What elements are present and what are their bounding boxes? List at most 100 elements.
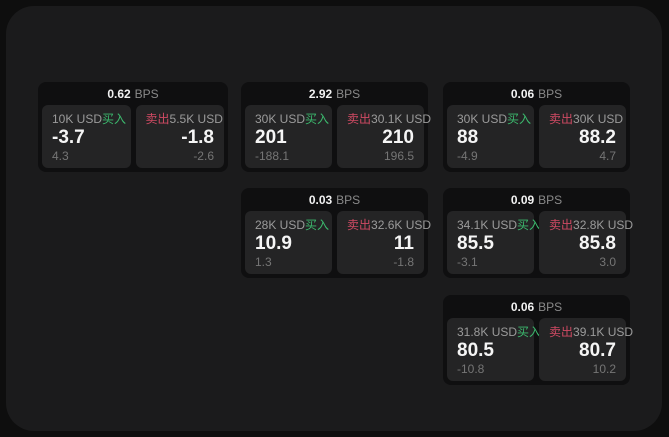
buy-price: 85.5 xyxy=(457,233,494,254)
buy-amount-label: 28K USD xyxy=(255,218,306,232)
bps-unit-label: BPS xyxy=(336,192,361,207)
buy-delta: -188.1 xyxy=(255,149,290,163)
card-body: 34.1K USD 买入 85.5 -3.1 卖出 32.8K USD 85.8… xyxy=(443,211,633,278)
buy-side-label: 买入 xyxy=(507,112,532,126)
card-body: 31.8K USD 买入 80.5 -10.8 卖出 39.1K USD 80.… xyxy=(443,318,633,385)
sell-price: 85.8 xyxy=(579,233,616,254)
buy-side-label: 买入 xyxy=(517,325,542,339)
sell-panel-header: 卖出 5.5K USD xyxy=(145,112,223,126)
quote-card: 0.62 BPS 10K USD 买入 -3.7 4.3 卖出 5.5K USD… xyxy=(38,82,228,172)
bps-header: 0.09 BPS xyxy=(443,188,630,211)
sell-delta: 3.0 xyxy=(599,255,616,269)
sell-amount-label: 5.5K USD xyxy=(169,112,223,126)
buy-amount-label: 30K USD xyxy=(255,112,306,126)
buy-amount-label: 10K USD xyxy=(52,112,103,126)
sell-panel[interactable]: 卖出 32.6K USD 11 -1.8 xyxy=(337,211,431,274)
sell-price: -1.8 xyxy=(181,127,214,148)
buy-amount-label: 30K USD xyxy=(457,112,508,126)
quote-card: 0.03 BPS 28K USD 买入 10.9 1.3 卖出 32.6K US… xyxy=(241,188,431,278)
sell-side-label: 卖出 xyxy=(549,218,574,232)
sell-side-label: 卖出 xyxy=(549,112,574,126)
buy-panel[interactable]: 28K USD 买入 10.9 1.3 xyxy=(245,211,332,274)
buy-panel[interactable]: 30K USD 买入 88 -4.9 xyxy=(447,105,534,168)
quote-card: 2.92 BPS 30K USD 买入 201 -188.1 卖出 30.1K … xyxy=(241,82,431,172)
buy-panel-header: 30K USD 买入 xyxy=(255,112,329,126)
buy-price: 80.5 xyxy=(457,340,494,361)
buy-panel[interactable]: 31.8K USD 买入 80.5 -10.8 xyxy=(447,318,541,381)
buy-side-label: 买入 xyxy=(102,112,127,126)
buy-price: -3.7 xyxy=(52,127,85,148)
sell-panel[interactable]: 卖出 32.8K USD 85.8 3.0 xyxy=(539,211,633,274)
quote-card: 0.06 BPS 30K USD 买入 88 -4.9 卖出 30K USD 8… xyxy=(443,82,630,172)
bps-value: 0.06 xyxy=(510,86,535,101)
sell-side-label: 卖出 xyxy=(549,325,574,339)
buy-panel[interactable]: 10K USD 买入 -3.7 4.3 xyxy=(42,105,131,168)
sell-amount-label: 32.8K USD xyxy=(573,218,634,232)
sell-panel[interactable]: 卖出 30K USD 88.2 4.7 xyxy=(539,105,626,168)
buy-delta: 4.3 xyxy=(52,149,69,163)
buy-delta: 1.3 xyxy=(255,255,272,269)
quote-card: 0.09 BPS 34.1K USD 买入 85.5 -3.1 卖出 32.8K… xyxy=(443,188,633,278)
buy-side-label: 买入 xyxy=(517,218,542,232)
sell-amount-label: 30K USD xyxy=(573,112,624,126)
sell-price: 80.7 xyxy=(579,340,616,361)
bps-value: 0.03 xyxy=(308,192,333,207)
sell-amount-label: 32.6K USD xyxy=(371,218,432,232)
buy-price: 88 xyxy=(457,127,479,148)
sell-panel-header: 卖出 30K USD xyxy=(549,112,623,126)
sell-panel[interactable]: 卖出 5.5K USD -1.8 -2.6 xyxy=(135,105,224,168)
buy-side-label: 买入 xyxy=(305,218,330,232)
bps-unit-label: BPS xyxy=(538,86,563,101)
bps-value: 0.09 xyxy=(510,192,535,207)
buy-panel-header: 30K USD 买入 xyxy=(457,112,531,126)
buy-delta: -3.1 xyxy=(457,255,478,269)
sell-panel-header: 卖出 32.6K USD xyxy=(347,218,431,232)
bps-header: 0.03 BPS xyxy=(241,188,428,211)
sell-panel[interactable]: 卖出 30.1K USD 210 196.5 xyxy=(337,105,431,168)
sell-panel-header: 卖出 39.1K USD xyxy=(549,325,633,339)
buy-panel[interactable]: 30K USD 买入 201 -188.1 xyxy=(245,105,332,168)
sell-panel-header: 卖出 30.1K USD xyxy=(347,112,431,126)
buy-amount-label: 31.8K USD xyxy=(457,325,518,339)
bps-unit-label: BPS xyxy=(134,86,159,101)
buy-panel-header: 34.1K USD 买入 xyxy=(457,218,541,232)
sell-price: 11 xyxy=(393,233,414,254)
buy-panel-header: 28K USD 买入 xyxy=(255,218,329,232)
bps-header: 0.06 BPS xyxy=(443,82,630,105)
sell-amount-label: 30.1K USD xyxy=(371,112,432,126)
buy-price: 10.9 xyxy=(255,233,292,254)
buy-panel-header: 10K USD 买入 xyxy=(52,112,126,126)
buy-delta: -4.9 xyxy=(457,149,478,163)
sell-delta: -2.6 xyxy=(193,149,214,163)
sell-delta: 4.7 xyxy=(599,149,616,163)
card-body: 28K USD 买入 10.9 1.3 卖出 32.6K USD 11 -1.8 xyxy=(241,211,431,278)
bps-header: 2.92 BPS xyxy=(241,82,428,105)
buy-amount-label: 34.1K USD xyxy=(457,218,518,232)
sell-delta: -1.8 xyxy=(393,255,414,269)
sell-side-label: 卖出 xyxy=(347,112,372,126)
sell-price: 210 xyxy=(382,127,414,148)
card-body: 10K USD 买入 -3.7 4.3 卖出 5.5K USD -1.8 -2.… xyxy=(38,105,228,172)
bps-value: 2.92 xyxy=(308,86,333,101)
sell-panel-header: 卖出 32.8K USD xyxy=(549,218,633,232)
bps-unit-label: BPS xyxy=(538,299,563,314)
bps-header: 0.06 BPS xyxy=(443,295,630,318)
bps-value: 0.62 xyxy=(107,86,131,101)
quote-card: 0.06 BPS 31.8K USD 买入 80.5 -10.8 卖出 39.1… xyxy=(443,295,633,385)
buy-price: 201 xyxy=(255,127,287,148)
sell-amount-label: 39.1K USD xyxy=(573,325,634,339)
bps-header: 0.62 BPS xyxy=(38,82,228,105)
buy-panel-header: 31.8K USD 买入 xyxy=(457,325,541,339)
sell-price: 88.2 xyxy=(579,127,616,148)
sell-side-label: 卖出 xyxy=(347,218,372,232)
card-body: 30K USD 买入 88 -4.9 卖出 30K USD 88.2 4.7 xyxy=(443,105,630,172)
sell-side-label: 卖出 xyxy=(145,112,170,126)
sell-panel[interactable]: 卖出 39.1K USD 80.7 10.2 xyxy=(539,318,633,381)
buy-delta: -10.8 xyxy=(457,362,485,376)
buy-panel[interactable]: 34.1K USD 买入 85.5 -3.1 xyxy=(447,211,541,274)
bps-unit-label: BPS xyxy=(336,86,361,101)
sell-delta: 10.2 xyxy=(592,362,616,376)
bps-unit-label: BPS xyxy=(538,192,563,207)
bps-value: 0.06 xyxy=(510,299,535,314)
